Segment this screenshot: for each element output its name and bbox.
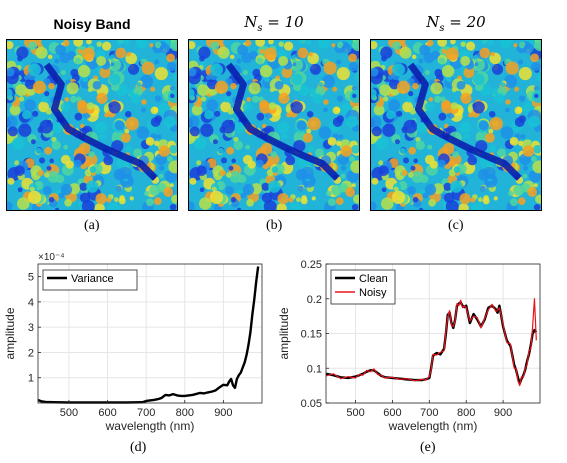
denoised-image-ns10 <box>188 39 360 211</box>
y-tick-label: 3 <box>28 322 34 334</box>
x-axis-label: wavelength (nm) <box>388 419 478 433</box>
x-tick-label: 900 <box>494 407 512 419</box>
noisy-band-image <box>6 39 178 211</box>
y-tick-label: 5 <box>28 272 34 284</box>
x-tick-label: 600 <box>98 407 116 419</box>
series-line-variance <box>37 266 260 404</box>
y-axis-label: amplitude <box>3 307 17 359</box>
y-tick-label: 0.2 <box>307 294 322 306</box>
y-tick-label: 0.05 <box>301 398 322 410</box>
caption-c: (c) <box>448 218 464 233</box>
legend-label: Clean <box>359 273 388 285</box>
x-tick-label: 800 <box>457 407 475 419</box>
x-tick-label: 800 <box>176 407 194 419</box>
y-tick-label: 0.25 <box>301 259 322 271</box>
caption-a: (a) <box>84 218 100 233</box>
y-exponent-label: ×10⁻⁴ <box>38 252 65 263</box>
legend-label: Variance <box>71 273 114 285</box>
legend-label: Noisy <box>359 287 387 299</box>
x-tick-label: 500 <box>346 407 364 419</box>
x-axis-label: wavelength (nm) <box>105 419 195 433</box>
x-tick-label: 600 <box>383 407 401 419</box>
panel-c-title: Ns = 20 <box>426 13 486 34</box>
caption-d: (d) <box>130 440 147 455</box>
y-tick-label: 0.1 <box>307 363 322 375</box>
y-tick-label: 2 <box>28 347 34 359</box>
series-line-noisy <box>325 298 537 387</box>
caption-b: (b) <box>266 218 283 233</box>
y-tick-label: 1 <box>28 373 34 385</box>
legend-box <box>42 269 138 291</box>
x-tick-label: 700 <box>137 407 155 419</box>
panel-b-title: Ns = 10 <box>244 13 304 34</box>
legend-box <box>330 269 396 305</box>
denoised-image-ns20 <box>370 39 542 211</box>
axes-frame-d <box>37 263 263 404</box>
y-tick-label: 4 <box>28 297 34 309</box>
x-tick-label: 900 <box>214 407 232 419</box>
y-tick-label: 0.15 <box>301 329 322 341</box>
panel-a-title: Noisy Band <box>53 16 131 32</box>
y-axis-label: amplitude <box>277 307 291 359</box>
x-tick-label: 500 <box>60 407 78 419</box>
x-tick-label: 700 <box>420 407 438 419</box>
caption-e: (e) <box>420 440 436 455</box>
